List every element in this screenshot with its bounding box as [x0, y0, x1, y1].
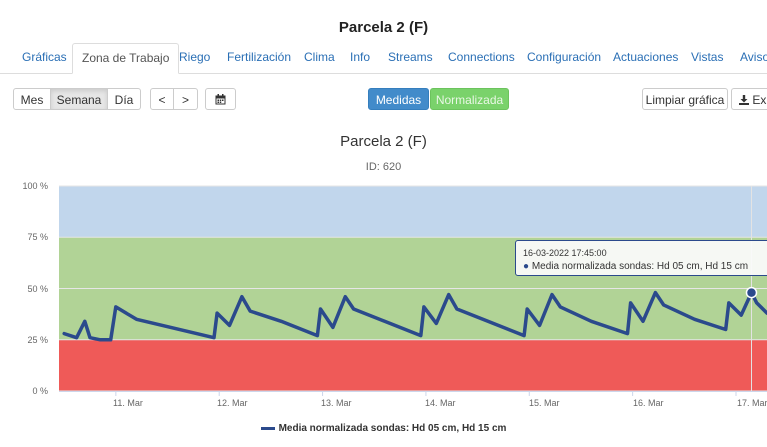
tooltip-series-name: Media normalizada sondas: Hd 05 cm, Hd 1…: [531, 261, 749, 272]
export-button[interactable]: Exportar: [731, 88, 767, 110]
prev-button[interactable]: <: [150, 88, 174, 110]
plot-band-2: [59, 186, 767, 238]
range-day-button[interactable]: Día: [108, 88, 141, 110]
x-tick-label-11-mar: 11. Mar: [113, 398, 143, 408]
tab-graficas[interactable]: Gráficas: [22, 50, 67, 64]
tab-actuaciones[interactable]: Actuaciones: [613, 50, 679, 64]
tab-configuracion[interactable]: Configuración: [527, 50, 602, 64]
y-tick-label-75: 75 %: [27, 232, 48, 242]
tab-vistas[interactable]: Vistas: [691, 50, 724, 64]
chart-title: Parcela 2 (F): [340, 133, 427, 150]
series-line-0: [62, 290, 767, 342]
x-tick-label-16-mar: 16. Mar: [633, 398, 664, 408]
calendar-icon: [215, 94, 226, 105]
tooltip-dot-icon: ●: [523, 261, 530, 272]
chart-subtitle: ID: 620: [365, 161, 402, 173]
export-label: Exportar: [752, 93, 767, 107]
clear-chart-button[interactable]: Limpiar gráfica: [642, 88, 728, 110]
x-tick-label-13-mar: 13. Mar: [321, 398, 352, 408]
x-tick-label-17-mar: 17. Mar: [737, 398, 767, 408]
next-button[interactable]: >: [174, 88, 198, 110]
tab-zona-de-trabajo[interactable]: Zona de Trabajo: [72, 43, 180, 74]
tab-riego[interactable]: Riego: [179, 50, 211, 64]
hover-point-marker: [745, 286, 758, 299]
download-icon: [739, 94, 749, 105]
measured-mode-button[interactable]: Medidas: [368, 88, 429, 110]
plot-band-0: [59, 339, 767, 391]
tab-bar: Gráficas Zona de Trabajo Riego Fertiliza…: [0, 43, 767, 74]
tab-streams[interactable]: Streams: [388, 50, 433, 64]
tab-avisos[interactable]: Avisos: [740, 50, 767, 64]
y-tick-label-50: 50 %: [27, 284, 48, 294]
y-tick-label-25: 25 %: [27, 335, 48, 345]
x-tick-label-12-mar: 12. Mar: [217, 398, 248, 408]
normalized-mode-button[interactable]: Normalizada: [430, 88, 509, 110]
chart-tooltip: 16-03-2022 17:45:00 ● Media normalizada …: [515, 240, 767, 276]
tab-info[interactable]: Info: [350, 50, 371, 64]
x-tick-label-14-mar: 14. Mar: [425, 398, 456, 408]
tooltip-series-line: ● Media normalizada sondas: Hd 05 cm, Hd…: [523, 261, 748, 272]
range-week-button[interactable]: Semana: [51, 88, 108, 110]
page-title: Parcela 2 (F): [338, 19, 429, 36]
chart-legend[interactable]: Media normalizada sondas: Hd 05 cm, Hd 1…: [0, 423, 767, 434]
y-tick-label-0: 0 %: [32, 386, 48, 396]
legend-swatch: [260, 426, 275, 430]
range-month-button[interactable]: Mes: [13, 88, 51, 110]
tab-connections[interactable]: Connections: [448, 50, 515, 64]
calendar-button[interactable]: [205, 88, 236, 110]
legend-label: Media normalizada sondas: Hd 05 cm, Hd 1…: [278, 423, 507, 434]
tab-clima[interactable]: Clima: [304, 50, 335, 64]
tab-fertilizacion[interactable]: Fertilización: [227, 50, 292, 64]
tooltip-date: 16-03-2022 17:45:00: [523, 248, 607, 258]
y-tick-label-100: 100 %: [22, 181, 48, 191]
x-tick-label-15-mar: 15. Mar: [529, 398, 560, 408]
